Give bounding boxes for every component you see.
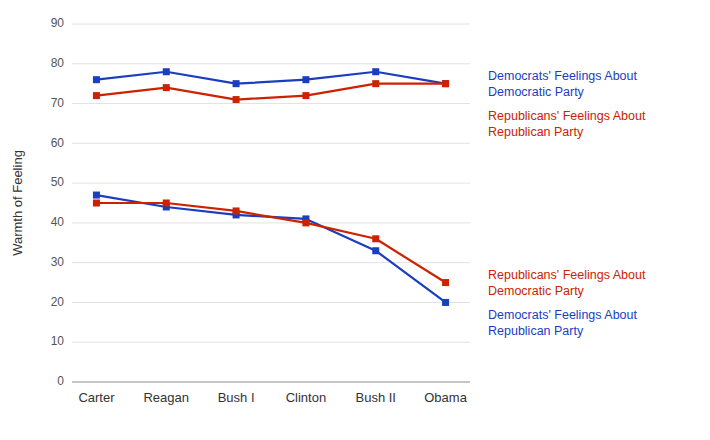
plot-area [93, 68, 449, 306]
point [93, 76, 100, 83]
grid-line [72, 342, 470, 343]
chart: 0 10 20 30 40 50 60 70 80 90 Carter Reagan Bush I Cli… [0, 0, 710, 440]
grid-line [72, 24, 470, 25]
point [302, 76, 309, 83]
point [233, 80, 240, 87]
x-tick-label: Reagan [143, 390, 189, 405]
x-tick-label: Bush I [218, 390, 255, 405]
point [163, 200, 170, 207]
grid-line [72, 382, 470, 383]
y-tick-label: 0 [57, 374, 64, 388]
y-tick-label: 90 [51, 16, 65, 30]
grid-line [72, 262, 470, 263]
point [442, 80, 449, 87]
series-line [96, 72, 445, 84]
grid-line [72, 143, 470, 144]
y-grid [72, 24, 470, 382]
series-label: Democrats' Feelings AboutDemocratic Part… [488, 69, 638, 99]
point [233, 207, 240, 214]
point [442, 299, 449, 306]
series-label: Republicans' Feelings AboutRepublican Pa… [488, 109, 646, 139]
x-axis-line [72, 382, 470, 383]
point [442, 279, 449, 286]
y-tick-label: 80 [51, 56, 65, 70]
y-tick-label: 30 [51, 255, 65, 269]
point [233, 96, 240, 103]
point [93, 92, 100, 99]
series-line [96, 84, 445, 100]
series-line [96, 195, 445, 302]
grid-line [72, 63, 470, 64]
point [372, 235, 379, 242]
point [372, 68, 379, 75]
y-tick-label: 10 [51, 334, 65, 348]
point [163, 84, 170, 91]
y-tick-label: 20 [51, 295, 65, 309]
y-tick-label: 40 [51, 215, 65, 229]
point [163, 68, 170, 75]
point [93, 200, 100, 207]
grid-line [72, 183, 470, 184]
grid-line [72, 103, 470, 104]
point [302, 219, 309, 226]
grid-line [72, 302, 470, 303]
point [442, 80, 449, 87]
point [372, 247, 379, 254]
x-tick-label: Bush II [356, 390, 396, 405]
x-tick-label: Carter [78, 390, 115, 405]
y-axis-label: Warmth of Feeling [10, 150, 25, 256]
y-tick-label: 50 [51, 175, 65, 189]
series-label: Democrats' Feelings AboutRepublican Part… [488, 308, 638, 338]
series-line [96, 203, 445, 283]
y-tick-label: 70 [51, 96, 65, 110]
point [302, 92, 309, 99]
x-tick-label: Clinton [286, 390, 326, 405]
grid-line [72, 222, 470, 223]
y-tick-label: 60 [51, 136, 65, 150]
point [372, 80, 379, 87]
point [93, 192, 100, 199]
x-tick-label: Obama [424, 390, 467, 405]
series-label: Republicans' Feelings AboutDemocratic Pa… [488, 268, 646, 298]
